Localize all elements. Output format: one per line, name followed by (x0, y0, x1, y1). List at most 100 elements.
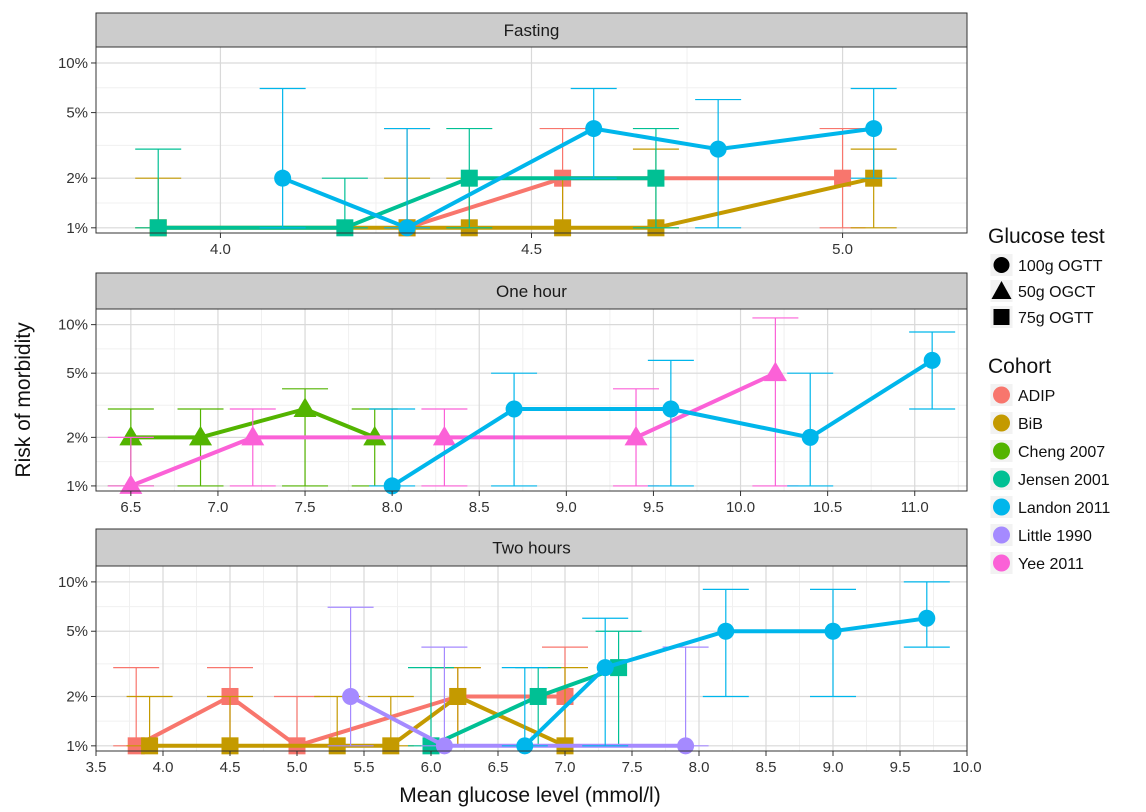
data-point (763, 361, 787, 382)
x-tick-label: 6.5 (120, 499, 141, 516)
x-axis: 6.5 7.0 7.5 8.0 8.5 9.0 9.5 10.0 10.5 11.0 (120, 491, 929, 516)
legend-circle-icon (993, 257, 1010, 273)
data-point (293, 397, 317, 417)
panel-strip (95, 12, 968, 48)
x-tick-label: 10.0 (952, 759, 981, 776)
legend-label: Landon 2011 (1018, 500, 1110, 517)
legend-triangle-icon (991, 281, 1012, 299)
legend: Glucose test Cohort 100g OGTT 50g OGCT 75g… (988, 225, 1110, 575)
x-tick-label: 4.5 (220, 759, 241, 776)
data-point (383, 477, 401, 495)
data-point (647, 169, 665, 187)
data-point (596, 659, 614, 677)
error-bar (582, 617, 629, 747)
x-axis: 3.5 4.0 4.5 5.0 5.5 6.0 6.5 7.0 7.5 8.0 8.5 9.0 9.5 1… (86, 751, 982, 776)
x-tick-label: 7.0 (555, 759, 576, 776)
error-bar (327, 606, 374, 747)
legend-label: BiB (1018, 416, 1043, 433)
panel-two-hours: Two hours 1% 2% 5% 10% 3.5 4.0 4.5 5.0 5.5 6.0 6.5 7… (58, 528, 982, 776)
legend-label: Yee 2011 (1018, 556, 1084, 573)
x-tick-label: 9.0 (823, 759, 844, 776)
legend-color-dot-icon (993, 470, 1010, 488)
data-point (554, 219, 572, 237)
y-tick-label: 2% (66, 170, 88, 187)
data-point (923, 351, 941, 369)
legend-key-cheng-2007: Cheng 2007 (989, 439, 1105, 463)
x-tick-label: 3.5 (86, 759, 107, 776)
x-axis-title: Mean glucose level (mmol/l) (399, 784, 660, 807)
y-tick-label: 5% (66, 623, 88, 640)
x-tick-label: 5.0 (832, 241, 853, 258)
y-axis: 1% 2% 5% 10% (58, 574, 96, 755)
y-tick-label: 10% (58, 55, 88, 72)
legend-key-jensen-2001: Jensen 2001 (989, 467, 1110, 491)
x-tick-label: 4.0 (153, 759, 174, 776)
x-tick-label: 9.5 (643, 499, 664, 516)
series-yee-2011 (107, 317, 799, 494)
y-tick-label: 5% (66, 105, 88, 122)
legend-key-bib: BiB (989, 411, 1043, 435)
legend-key-75g-ogtt: 75g OGTT (989, 305, 1094, 329)
panel-strip (95, 272, 968, 310)
legend-label: Little 1990 (1018, 528, 1092, 545)
data-point (119, 425, 143, 446)
legend-label: Jensen 2001 (1018, 472, 1110, 489)
y-tick-label: 2% (66, 429, 88, 446)
data-point (529, 687, 547, 705)
legend-key-landon-2011: Landon 2011 (989, 495, 1110, 519)
x-tick-label: 10.5 (813, 499, 842, 516)
legend-color-dot-icon (993, 498, 1010, 516)
data-point (398, 219, 416, 237)
series-landon-2011 (369, 331, 956, 495)
data-layer (113, 581, 950, 755)
data-point (677, 737, 695, 755)
x-tick-label: 10.0 (726, 499, 755, 516)
legend-label: 75g OGTT (1018, 310, 1094, 327)
panel-strip (95, 528, 968, 567)
y-tick-label: 2% (66, 688, 88, 705)
legend-key-little-1990: Little 1990 (989, 523, 1092, 547)
data-point (435, 737, 453, 755)
data-point (342, 687, 360, 705)
legend-color-dot-icon (993, 526, 1010, 544)
error-bar (491, 372, 538, 487)
data-point (432, 425, 456, 446)
legend-square-icon (993, 309, 1010, 325)
data-point (141, 737, 159, 755)
data-point (274, 169, 292, 187)
panel-border (95, 308, 968, 492)
data-point (221, 737, 239, 755)
legend-label: 100g OGTT (1018, 258, 1103, 275)
legend-color-dot-icon (993, 554, 1010, 572)
legend-key-adip: ADIP (989, 383, 1055, 407)
error-bar (810, 588, 856, 698)
legend-label: ADIP (1018, 388, 1055, 405)
data-layer (107, 317, 956, 495)
x-tick-label: 7.5 (295, 499, 316, 516)
x-tick-label: 6.0 (421, 759, 442, 776)
panel-fasting: Fasting 1% 2% 5% 10% 4.0 4.5 5.0 (58, 12, 968, 258)
data-point (505, 400, 523, 418)
panel-one-hour: One hour 1% 2% 5% 10% 6.5 7.0 7.5 8.0 8.5 9.0 9.5 10… (58, 272, 968, 516)
data-layer (135, 87, 897, 237)
x-tick-label: 8.5 (469, 499, 490, 516)
legend-title-glucose-test: Glucose test (988, 225, 1105, 248)
legend-color-dot-icon (993, 442, 1010, 460)
data-point (709, 140, 727, 158)
data-point (149, 219, 167, 237)
x-tick-label: 7.0 (208, 499, 229, 516)
x-tick-label: 9.0 (556, 499, 577, 516)
data-point (865, 120, 883, 138)
data-point (801, 428, 819, 446)
y-tick-label: 10% (58, 574, 88, 591)
x-tick-label: 9.5 (890, 759, 911, 776)
y-tick-label: 1% (66, 220, 88, 237)
series-landon-2011 (501, 581, 950, 755)
panel-title: Fasting (504, 21, 560, 40)
y-tick-label: 1% (66, 738, 88, 755)
panel-title: One hour (496, 282, 567, 301)
legend-key-50g-ogct: 50g OGCT (989, 279, 1096, 303)
panel-title: Two hours (492, 539, 570, 558)
